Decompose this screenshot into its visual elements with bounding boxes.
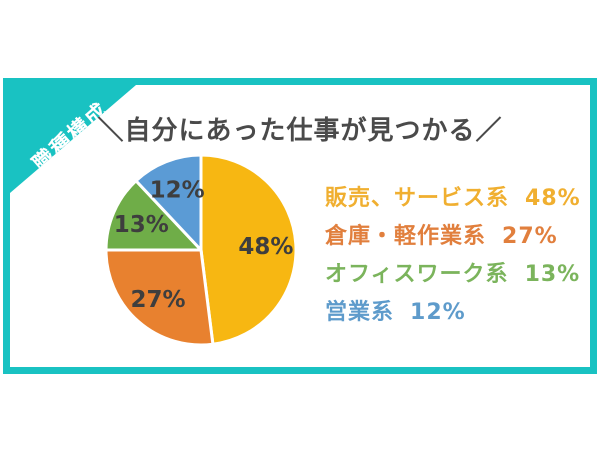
legend-row: 倉庫・軽作業系 27% (325, 218, 581, 256)
legend-label: 販売、サービス系 (325, 186, 510, 211)
chart-frame: 職種構成 (3, 78, 597, 374)
legend-value: 13% (524, 262, 581, 287)
pie-chart: 48% 27% 13% 12% (104, 153, 298, 347)
pie-slice-3 (134, 153, 203, 252)
legend-row: 営業系 12% (325, 294, 581, 332)
chart-legend: 販売、サービス系 48% 倉庫・軽作業系 27% オフィスワーク系 13% 営業系 12… (325, 180, 581, 332)
legend-label: オフィスワーク系 (325, 262, 509, 287)
pie-slice-0 (199, 153, 298, 346)
legend-row: 販売、サービス系 48% (325, 180, 581, 218)
legend-row: オフィスワーク系 13% (325, 256, 581, 294)
pie-chart-container: 48% 27% 13% 12% (96, 145, 306, 355)
pie-slice-2 (104, 179, 203, 252)
legend-label: 倉庫・軽作業系 (325, 224, 487, 249)
legend-value: 27% (502, 224, 558, 249)
pie-slice-label: 27% (130, 287, 185, 313)
chart-title: ＼自分にあった仕事が見つかる／ (97, 116, 503, 146)
legend-value: 48% (525, 186, 581, 211)
pie-slice-1 (104, 248, 215, 347)
pie-slice-label: 12% (150, 178, 205, 204)
legend-label: 営業系 (325, 300, 395, 325)
pie-slice-label: 48% (238, 234, 293, 260)
legend-value: 12% (410, 300, 466, 325)
pie-slice-label: 13% (114, 212, 169, 238)
